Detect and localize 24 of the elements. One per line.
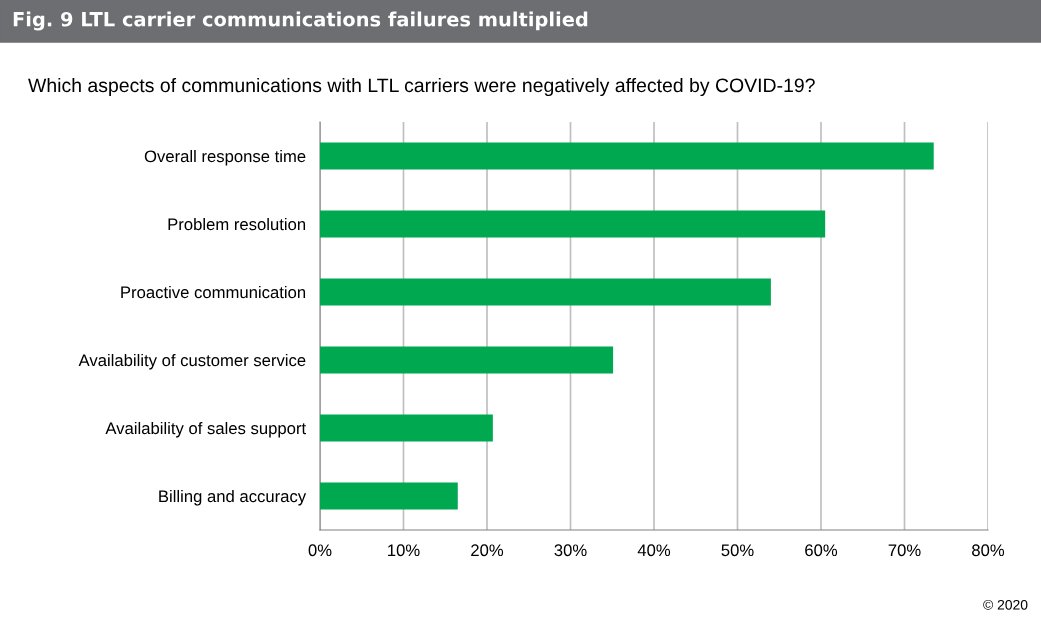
text: © 2020 bbox=[983, 599, 1028, 610]
x-tick-label: 60% bbox=[805, 544, 838, 557]
y-tick-label: Availability of customer service bbox=[78, 353, 306, 370]
bar bbox=[320, 346, 614, 374]
x-tick-label: 30% bbox=[554, 544, 587, 557]
x-tick-label: 80% bbox=[972, 544, 1005, 557]
x-tick-label: 40% bbox=[637, 544, 671, 557]
bar bbox=[320, 210, 826, 238]
x-tick-label: 70% bbox=[888, 544, 921, 557]
x-tick-label: 20% bbox=[471, 544, 504, 557]
x-tick-label: 50% bbox=[721, 544, 754, 557]
bar bbox=[320, 482, 458, 510]
y-tick-label: Proactive communication bbox=[121, 285, 306, 299]
bar bbox=[320, 142, 934, 170]
x-tick-label: 0% bbox=[308, 544, 332, 557]
y-tick-label: Overall response time bbox=[144, 149, 306, 166]
x-tick-label: 10% bbox=[388, 544, 420, 557]
y-tick-label: Availability of sales support bbox=[105, 421, 306, 438]
bar bbox=[320, 414, 493, 442]
chart-subtitle: Which aspects of communications with LTL carriers were negatively affected by COVID-19? bbox=[28, 77, 815, 97]
y-tick-label: Problem resolution bbox=[168, 217, 306, 231]
chart-title: Fig. 9 LTL carrier communications failures multiplied bbox=[13, 11, 588, 31]
y-tick-label: Billing and accuracy bbox=[159, 489, 307, 506]
bar bbox=[320, 278, 771, 306]
